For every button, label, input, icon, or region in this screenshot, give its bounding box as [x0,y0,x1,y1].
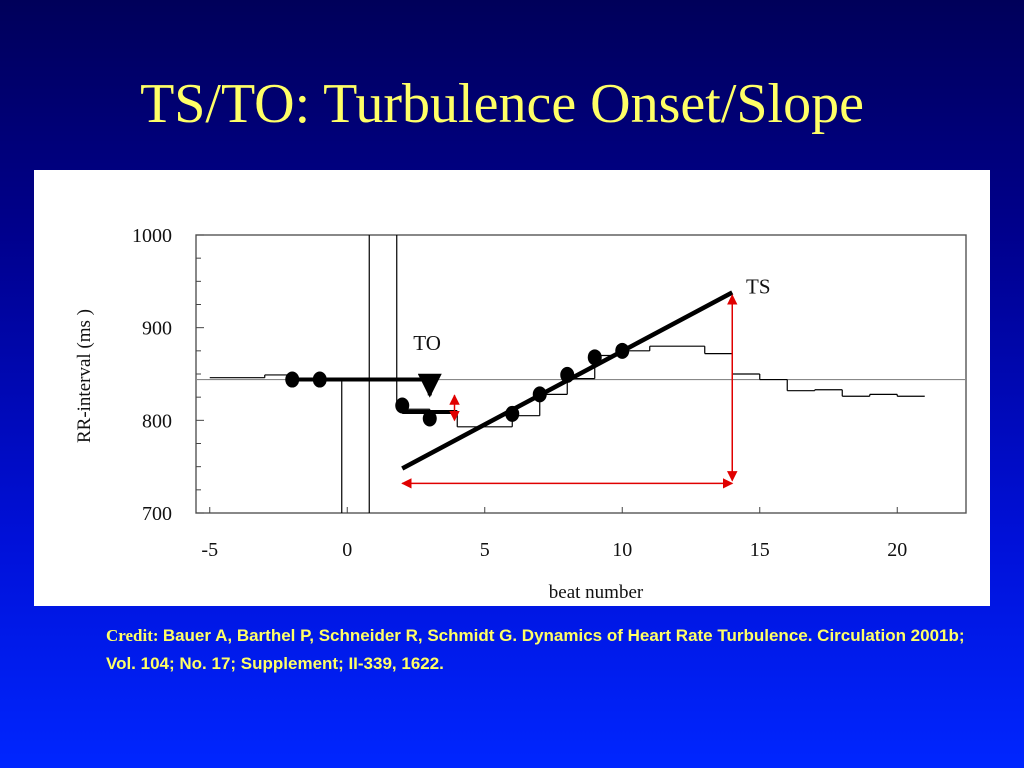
chart-svg: -5 0 5 10 15 20 700 800 900 1000 TO TS RR-interval … [74,225,967,603]
x-tick-label-5: 20 [887,539,907,561]
annotation-ts: TS [746,274,771,298]
x-tick-label-4: 15 [750,539,770,561]
slide-title: TS/TO: Turbulence Onset/Slope [140,73,864,135]
y-tick-label-0: 700 [142,503,172,525]
credit-text: Bauer A, Barthel P, Schneider R, Schmidt… [106,626,965,673]
annotation-to: TO [413,331,441,355]
y-tick-label-3: 1000 [132,225,172,247]
chart-panel: -5 0 5 10 15 20 700 800 900 1000 TO TS RR-interval … [34,170,990,606]
credit-note: Credit: Bauer A, Barthel P, Schneider R,… [106,622,986,678]
x-axis-label: beat number [549,582,644,603]
data-point-5 [532,386,547,403]
data-point-0 [285,371,300,388]
data-point-4 [505,405,520,422]
x-tick-label-0: -5 [201,539,218,561]
y-tick-label-2: 900 [142,318,172,340]
data-point-2 [395,397,410,414]
y-tick-label-1: 800 [142,410,172,432]
x-tick-label-2: 5 [480,539,490,561]
credit-label: Credit: [106,626,159,645]
data-point-3 [422,410,437,427]
data-point-7 [587,349,602,366]
x-tick-label-3: 10 [612,539,632,561]
data-point-8 [615,342,630,359]
onset-before-line [292,373,442,398]
data-point-1 [312,371,327,388]
x-tick-label-1: 0 [342,539,352,561]
data-point-6 [560,366,575,383]
y-axis-label: RR-interval (ms ) [74,309,95,443]
